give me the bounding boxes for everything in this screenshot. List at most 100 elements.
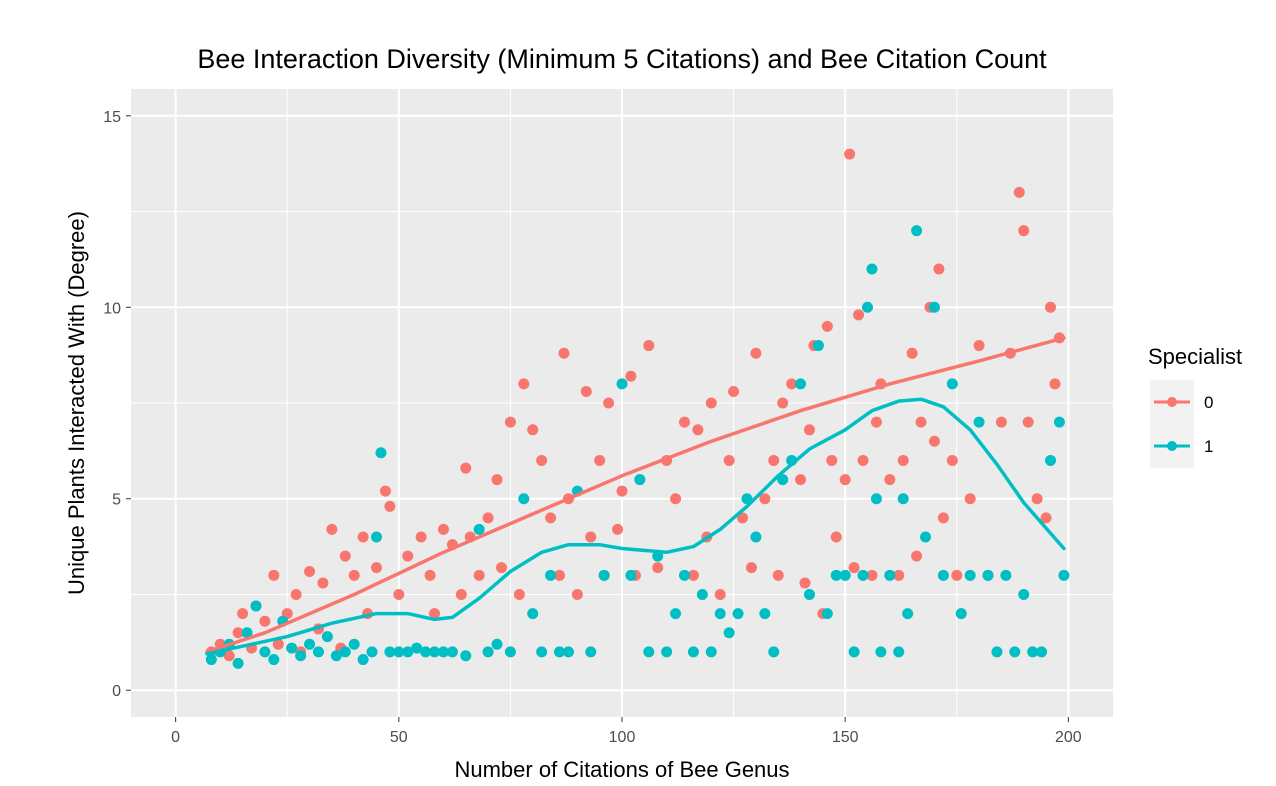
y-tick-label: 0 [112,683,121,700]
data-point-series-0 [513,588,525,600]
data-point-series-0 [643,340,655,352]
chart-title: Bee Interaction Diversity (Minimum 5 Cit… [197,44,1047,74]
data-point-series-0 [772,569,784,581]
data-point-series-0 [527,424,539,436]
series-points [205,148,1070,669]
x-tick-label: 0 [171,729,180,746]
data-point-series-0 [1013,186,1025,198]
data-point-series-0 [714,588,726,600]
data-point-series-0 [424,569,436,581]
x-axis-title: Number of Citations of Bee Genus [454,757,789,782]
data-point-series-1 [687,646,699,658]
data-point-series-1 [504,646,516,658]
data-point-series-1 [964,569,976,581]
data-point-series-0 [402,550,414,562]
data-point-series-0 [723,454,735,466]
data-point-series-1 [732,608,744,620]
data-point-series-1 [339,646,351,658]
data-point-series-1 [920,531,932,543]
data-point-series-1 [491,638,503,650]
data-point-series-0 [826,454,838,466]
data-point-series-0 [1045,301,1057,313]
data-point-series-1 [1045,454,1057,466]
data-point-series-0 [237,608,249,620]
data-point-series-0 [821,320,833,332]
data-point-series-0 [415,531,427,543]
data-point-series-1 [518,493,530,505]
data-point-series-0 [866,569,878,581]
data-point-series-0 [768,454,780,466]
data-point-series-1 [875,646,887,658]
data-point-series-1 [232,657,244,669]
data-point-series-1 [429,646,441,658]
data-point-series-1 [848,646,860,658]
x-tick-label: 150 [832,729,859,746]
data-point-series-1 [821,608,833,620]
data-point-series-0 [799,577,811,589]
data-point-series-0 [795,474,807,486]
data-point-series-0 [906,347,918,359]
data-point-series-0 [571,588,583,600]
data-point-series-0 [652,562,664,574]
data-point-series-1 [321,631,333,643]
data-point-series-1 [634,474,646,486]
data-point-series-0 [670,493,682,505]
data-point-series-1 [366,646,378,658]
data-point-series-1 [803,588,815,600]
data-point-series-0 [326,523,338,535]
data-point-series-0 [745,562,757,574]
data-point-series-0 [290,588,302,600]
y-tick-label: 5 [112,492,121,509]
data-point-series-0 [545,512,557,524]
data-point-series-1 [402,646,414,658]
data-point-series-0 [317,577,329,589]
data-point-series-0 [759,493,771,505]
data-point-series-0 [348,569,360,581]
data-point-series-1 [536,646,548,658]
data-point-series-0 [616,485,628,497]
data-point-series-0 [495,562,507,574]
data-point-series-0 [897,454,909,466]
data-point-series-0 [232,627,244,639]
data-point-series-1 [1053,416,1065,428]
data-point-series-1 [928,301,940,313]
data-point-series-1 [482,646,494,658]
data-point-series-0 [705,397,717,409]
data-point-series-1 [420,646,432,658]
data-point-series-0 [429,608,441,620]
data-point-series-0 [259,615,271,627]
data-point-series-0 [973,340,985,352]
legend: Specialist 0 1 [1148,344,1242,468]
data-point-series-0 [803,424,815,436]
data-point-series-0 [473,569,485,581]
data-point-series-0 [933,263,945,275]
data-point-series-1 [384,646,396,658]
data-point-series-1 [241,627,253,639]
data-point-series-0 [304,565,316,577]
data-point-series-1 [348,638,360,650]
data-point-series-1 [982,569,994,581]
data-point-series-0 [848,562,860,574]
data-point-series-1 [205,654,217,666]
data-point-series-1 [527,608,539,620]
data-point-series-1 [991,646,1003,658]
x-tick-label: 200 [1055,729,1082,746]
data-point-series-0 [951,569,963,581]
data-point-series-0 [504,416,516,428]
data-point-series-1 [545,569,557,581]
data-point-series-1 [1036,646,1048,658]
data-point-series-0 [594,454,606,466]
data-point-series-1 [946,378,958,390]
data-point-series-1 [857,569,869,581]
data-point-series-1 [643,646,655,658]
data-point-series-0 [379,485,391,497]
data-point-series-0 [964,493,976,505]
data-point-series-1 [357,654,369,666]
data-point-series-0 [491,474,503,486]
data-point-series-0 [482,512,494,524]
data-point-series-1 [446,646,458,658]
data-point-series-0 [911,550,923,562]
data-point-series-0 [692,424,704,436]
data-point-series-0 [460,462,472,474]
